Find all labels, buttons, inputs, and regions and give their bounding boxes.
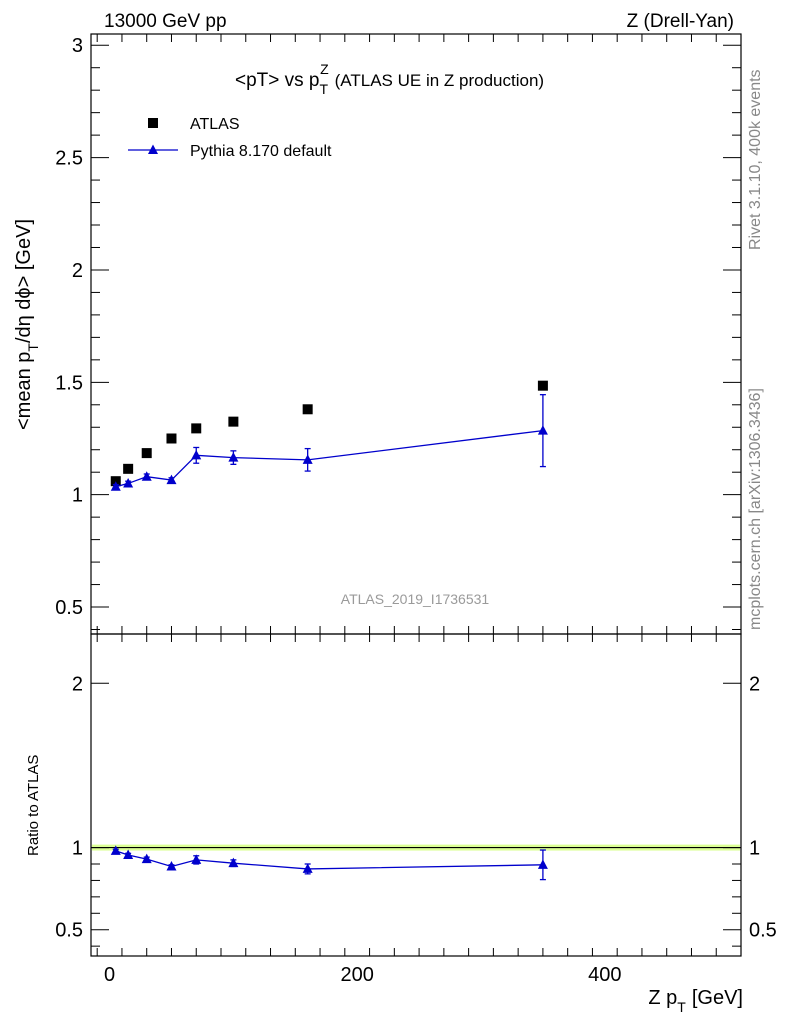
pythia-line xyxy=(115,429,543,488)
y-axis-label-main: <mean p xyxy=(13,352,35,430)
x-axis-label-sub: T xyxy=(677,999,686,1015)
ratio-panel-frame xyxy=(90,633,742,957)
axis-ticks: 0.5 1 1.5 2 2.5 3 0.5 0.5 1 1 2 2 0 200 400 xyxy=(55,34,777,986)
ratio-point xyxy=(537,859,548,869)
ratio-point xyxy=(302,863,313,873)
rivet-label: Rivet 3.1.10, 400k events xyxy=(747,69,764,250)
ratio-y-tick-label: 2 xyxy=(72,673,83,695)
ratio-y-tick-label: 1 xyxy=(72,838,83,860)
pythia-point xyxy=(537,425,548,435)
analysis-watermark: ATLAS_2019_I1736531 xyxy=(341,591,490,607)
ratio-y-tick-label-right: 0.5 xyxy=(749,920,777,942)
y-axis-label: <mean pT/dη dϕ> [GeV] xyxy=(13,219,41,430)
atlas-point xyxy=(123,463,134,474)
legend-pythia-label: Pythia 8.170 default xyxy=(190,143,332,160)
atlas-point xyxy=(110,476,121,487)
ratio-y-tick-label-right: 1 xyxy=(749,838,760,860)
atlas-point xyxy=(166,433,177,444)
atlas-point xyxy=(191,423,202,434)
atlas-point xyxy=(302,404,313,415)
pythia-point xyxy=(141,471,152,481)
pythia-point xyxy=(123,477,134,488)
energy-label: 13000 GeV pp xyxy=(104,11,227,32)
atlas-point xyxy=(141,448,152,459)
ratio-point xyxy=(166,860,177,871)
legend-pythia-marker xyxy=(148,144,158,154)
main-y-tick-label: 2 xyxy=(72,260,83,282)
x-axis-label-main: Z p xyxy=(648,987,677,1009)
ratio-data-marks xyxy=(110,845,548,881)
pythia-point xyxy=(302,454,313,464)
plot-title-sub: T xyxy=(320,81,329,97)
ratio-point xyxy=(191,854,202,864)
mcplots-label: mcplots.cern.ch [arXiv:1306.3436] xyxy=(747,388,764,630)
pythia-point xyxy=(110,481,121,491)
x-tick-label: 0 xyxy=(104,964,115,986)
main-y-tick-label: 3 xyxy=(72,35,83,57)
y-axis-label-rest: /dη dϕ> [GeV] xyxy=(13,219,35,343)
main-panel-frame xyxy=(90,33,742,635)
ratio-y-tick-label-right: 2 xyxy=(749,673,760,695)
main-y-tick-label: 1.5 xyxy=(55,372,83,394)
ratio-line xyxy=(115,850,543,870)
main-y-tick-label: 0.5 xyxy=(55,597,83,619)
legend: ATLAS Pythia 8.170 default xyxy=(128,116,332,160)
process-label: Z (Drell-Yan) xyxy=(627,11,734,32)
pythia-point xyxy=(228,452,239,462)
ratio-point xyxy=(123,849,134,859)
x-axis-label: Z pT [GeV] xyxy=(648,987,743,1015)
plot-title-main: <pT> vs p xyxy=(235,70,320,91)
main-data-marks xyxy=(110,380,548,491)
ratio-y-tick-label: 0.5 xyxy=(55,920,83,942)
y-axis-label-sub: T xyxy=(25,343,41,352)
main-y-tick-label: 2.5 xyxy=(55,148,83,170)
ratio-point xyxy=(141,853,152,864)
x-axis-label-rest: [GeV] xyxy=(692,987,743,1009)
plot-title-sup: Z xyxy=(320,61,329,77)
pythia-point xyxy=(166,474,177,485)
atlas-point xyxy=(228,416,239,427)
ratio-point xyxy=(110,845,121,855)
legend-atlas-marker xyxy=(148,118,158,128)
legend-atlas-label: ATLAS xyxy=(190,116,240,133)
atlas-point xyxy=(537,380,548,391)
ratio-point xyxy=(228,857,239,868)
plot-title: <pT> vs pTZ (ATLAS UE in Z production) xyxy=(235,61,544,97)
x-tick-label: 200 xyxy=(341,964,374,986)
x-tick-label: 400 xyxy=(588,964,621,986)
main-y-tick-label: 1 xyxy=(72,485,83,507)
pythia-point xyxy=(191,449,202,460)
ratio-y-axis-label: Ratio to ATLAS xyxy=(25,755,42,856)
plot-title-rest: (ATLAS UE in Z production) xyxy=(335,71,544,90)
